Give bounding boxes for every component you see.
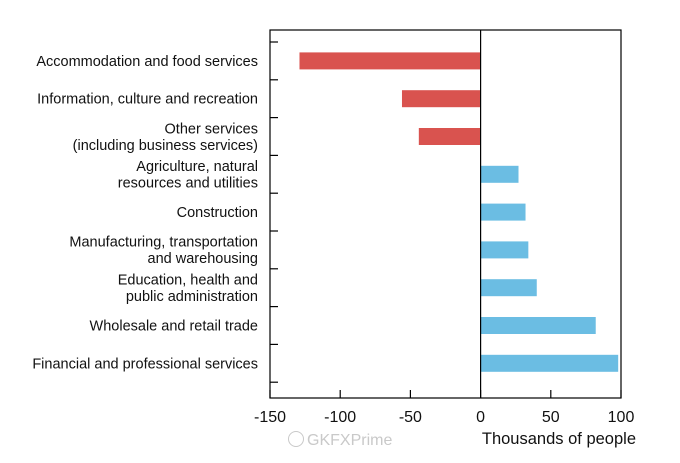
x-tick-label: -100 [324,409,356,426]
category-label: Other services [165,121,258,137]
category-label: Information, culture and recreation [37,92,258,108]
bar [480,241,529,259]
x-tick-label: -150 [254,409,286,426]
watermark-text: GKFXPrime [307,432,393,449]
category-label: Agriculture, natural [136,159,258,175]
bar [480,354,619,372]
category-label: Wholesale and retail trade [90,319,258,335]
x-tick-label: 0 [476,409,485,426]
bar [480,203,526,221]
bar [299,52,481,70]
category-label: Manufacturing, transportation [69,235,258,251]
bar [418,128,481,145]
bar [480,279,537,297]
category-label: Construction [177,205,258,221]
category-label: Accommodation and food services [36,54,258,70]
x-axis-title: Thousands of people [482,430,636,448]
bar [480,165,519,183]
category-label: (including business services) [73,138,258,154]
watermark: GKFXPrime [288,431,392,450]
weibo-icon [288,431,304,447]
category-label: and warehousing [148,251,258,267]
category-label: Education, health and [118,272,258,288]
plot-frame [269,29,622,399]
bar [480,317,596,334]
x-tick-label: -50 [399,409,422,426]
category-label: Financial and professional services [32,356,258,372]
category-label: public administration [126,289,258,305]
x-tick-label: 100 [608,409,635,426]
category-label: resources and utilities [118,176,258,192]
bar [401,90,481,108]
x-tick-label: 50 [542,409,560,426]
